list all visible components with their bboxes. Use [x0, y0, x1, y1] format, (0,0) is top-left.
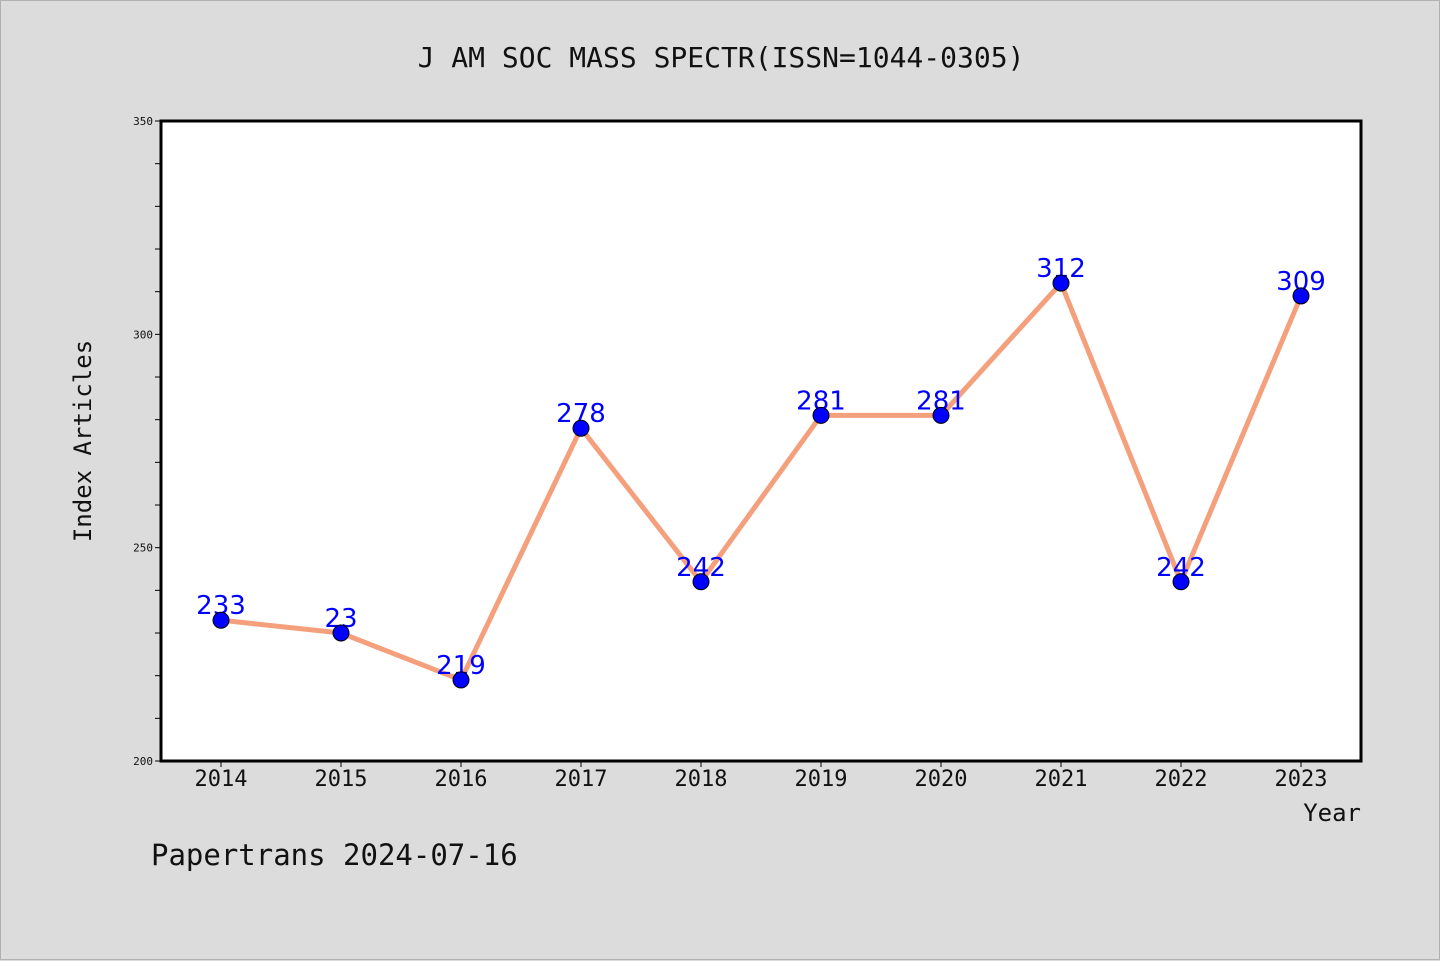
data-point — [1052, 274, 1070, 292]
x-tick-label: 2016 — [435, 767, 488, 792]
footer-credit: Papertrans 2024-07-16 — [151, 838, 518, 872]
data-point — [452, 671, 470, 689]
series-line — [220, 280, 1304, 683]
x-axis: 2014 2015 2016 2017 2018 2019 2020 2021 2022 2023 — [195, 761, 1328, 792]
data-point — [812, 406, 830, 424]
x-tick-label: 2021 — [1035, 767, 1088, 792]
x-tick-label: 2017 — [555, 767, 608, 792]
x-tick-label: 2020 — [915, 767, 968, 792]
chart-title: J AM SOC MASS SPECTR(ISSN=1044-0305) — [418, 41, 1025, 74]
y-tick-label: 350 — [133, 115, 153, 128]
data-point — [572, 419, 590, 437]
series-path — [220, 280, 1304, 683]
data-point — [932, 406, 950, 424]
x-tick-label: 2014 — [195, 767, 248, 792]
x-tick-label: 2018 — [675, 767, 728, 792]
y-axis-title: Index Articles — [69, 340, 97, 542]
data-point — [332, 624, 350, 642]
series-markers — [212, 274, 1310, 689]
x-tick-label: 2019 — [795, 767, 848, 792]
data-point — [1172, 573, 1190, 591]
y-tick-label: 200 — [133, 755, 153, 768]
y-axis: 200 250 300 350 — [133, 115, 161, 768]
plot-area — [159, 119, 1363, 763]
y-tick-label: 250 — [133, 542, 153, 555]
data-point — [692, 573, 710, 591]
data-point — [212, 611, 230, 629]
y-tick-label: 300 — [133, 328, 153, 341]
x-tick-label: 2015 — [315, 767, 368, 792]
x-tick-label: 2022 — [1155, 767, 1208, 792]
x-axis-title: Year — [1303, 799, 1361, 827]
data-point — [1292, 287, 1310, 305]
x-tick-label: 2023 — [1275, 767, 1328, 792]
